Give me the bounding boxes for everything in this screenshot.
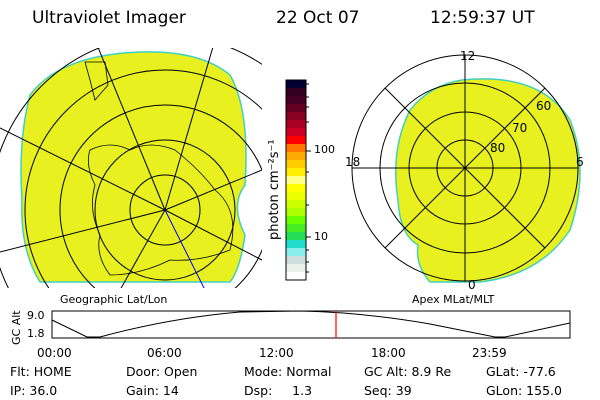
colorbar-swatch xyxy=(286,88,306,97)
colorbar-swatch xyxy=(286,168,306,177)
ip-status: IP: 36.0 xyxy=(10,383,58,398)
xtick-1800: 18:00 xyxy=(371,346,406,360)
colorbar-swatch xyxy=(286,152,306,161)
colorbar-swatch xyxy=(286,96,306,105)
mlt-label-18: 18 xyxy=(345,155,360,169)
colorbar-swatch xyxy=(286,224,306,233)
mode-status: Mode: Normal xyxy=(244,364,332,379)
xtick-0600: 06:00 xyxy=(147,346,182,360)
lat-label-80: 80 xyxy=(490,141,505,155)
colorbar-swatch xyxy=(286,120,306,129)
colorbar-swatch xyxy=(286,192,306,201)
colorbar-border xyxy=(285,79,307,281)
colorbar-unit-label: photon cm⁻²s⁻¹ xyxy=(267,139,282,240)
gain-status: Gain: 14 xyxy=(126,383,179,398)
altitude-curve xyxy=(51,310,571,338)
glon-status: GLon: 155.0 xyxy=(486,383,562,398)
dsp-status: Dsp: 1.3 xyxy=(244,383,313,398)
aurora-image-left xyxy=(20,51,247,283)
colorbar-swatch xyxy=(286,264,306,273)
ytick-9: 9.0 xyxy=(27,309,45,322)
xtick-1200: 12:00 xyxy=(259,346,294,360)
time-label: 12:59:37 UT xyxy=(430,8,535,28)
colorbar-swatch xyxy=(286,160,306,169)
filter-status: Flt: HOME xyxy=(10,364,72,379)
mlt-label-0: 0 xyxy=(468,278,476,292)
right-panel-label: Apex MLat/MLT xyxy=(412,293,495,306)
mlt-label-6: 6 xyxy=(576,155,584,169)
lat-label-70: 70 xyxy=(512,121,527,135)
xtick-2359: 23:59 xyxy=(472,346,507,360)
mlt-label-12: 12 xyxy=(460,49,475,63)
colorbar-tick-100: 100 xyxy=(314,143,335,156)
door-status: Door: Open xyxy=(126,364,198,379)
xtick-0000: 00:00 xyxy=(37,346,72,360)
colorbar-swatch xyxy=(286,80,306,89)
altitude-ylabel: GC Alt xyxy=(10,310,23,345)
colorbar-swatch xyxy=(286,240,306,249)
colorbar-swatch xyxy=(286,184,306,193)
gc-alt-status: GC Alt: 8.9 Re xyxy=(364,364,452,379)
ytick-1-8: 1.8 xyxy=(27,327,45,340)
date-label: 22 Oct 07 xyxy=(276,8,360,28)
colorbar-swatch xyxy=(286,216,306,225)
colorbar-swatch xyxy=(286,112,306,121)
colorbar-swatch xyxy=(286,208,306,217)
colorbar-swatch xyxy=(286,272,306,281)
colorbar-swatch xyxy=(286,128,306,137)
glat-status: GLat: -77.6 xyxy=(486,364,556,379)
left-panel-label: Geographic Lat/Lon xyxy=(60,293,167,306)
instrument-title: Ultraviolet Imager xyxy=(32,8,186,28)
altitude-plot: GC Alt 9.0 1.8 00:00 06:00 12:00 18:00 2… xyxy=(10,309,571,360)
colorbar-swatch xyxy=(286,144,306,153)
colorbar-swatch xyxy=(286,136,306,145)
geographic-image xyxy=(0,48,262,288)
aurora-image-right xyxy=(394,78,581,283)
colorbar xyxy=(285,79,311,281)
colorbar-swatch xyxy=(286,104,306,113)
colorbar-swatch xyxy=(286,248,306,257)
colorbar-swatch xyxy=(286,200,306,209)
seq-status: Seq: 39 xyxy=(364,383,412,398)
lat-label-60: 60 xyxy=(536,99,551,113)
colorbar-swatch xyxy=(286,176,306,185)
colorbar-swatch xyxy=(286,232,306,241)
colorbar-tick-10: 10 xyxy=(314,230,328,243)
colorbar-swatch xyxy=(286,256,306,265)
magnetic-image: 12 18 6 0 60 70 80 xyxy=(345,49,584,292)
